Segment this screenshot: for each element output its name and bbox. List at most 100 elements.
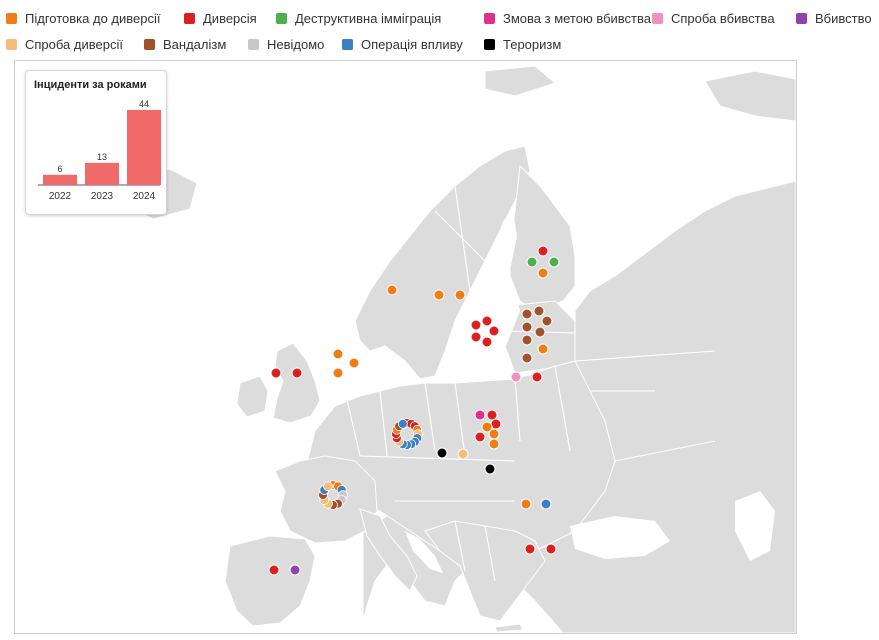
incident-markers	[268, 245, 560, 576]
legend-label: Диверсія	[203, 10, 257, 26]
legend-item[interactable]: Тероризм	[484, 34, 561, 54]
legend-label: Тероризм	[503, 36, 562, 52]
incident-marker[interactable]	[481, 336, 493, 348]
inset-bar[interactable]	[85, 162, 119, 185]
yearly-incidents-chart: Інциденти за роками 6 2022 13 2023 44 2024	[25, 70, 167, 215]
gulf-of-bothnia	[485, 211, 517, 291]
incident-marker[interactable]	[332, 367, 344, 379]
legend-label: Змова з метою вбивства	[503, 10, 652, 26]
legend-item[interactable]: Підготовка до диверсії	[6, 8, 160, 28]
incident-marker[interactable]	[531, 371, 543, 383]
legend-item[interactable]: Диверсія	[184, 8, 257, 28]
incident-marker[interactable]	[457, 448, 469, 460]
incident-marker[interactable]	[488, 438, 500, 450]
incident-marker[interactable]	[526, 256, 538, 268]
country-borders	[344, 185, 716, 582]
map-frame[interactable]: Інциденти за роками 6 2022 13 2023 44 2024	[14, 60, 797, 634]
incident-marker[interactable]	[323, 481, 333, 492]
incident-marker[interactable]	[481, 421, 493, 433]
legend-swatch	[342, 38, 353, 50]
legend-swatch	[276, 12, 287, 24]
incident-marker[interactable]	[454, 289, 466, 301]
incident-marker[interactable]	[520, 498, 532, 510]
incident-marker[interactable]	[521, 352, 533, 364]
incident-marker[interactable]	[474, 409, 486, 421]
incident-marker[interactable]	[481, 315, 493, 327]
legend-swatch	[484, 38, 495, 50]
incident-marker[interactable]	[540, 498, 552, 510]
legend-swatch	[248, 38, 259, 50]
incident-marker[interactable]	[433, 289, 445, 301]
land-italy	[359, 508, 418, 592]
legend-item[interactable]: Спроба вбивства	[652, 8, 775, 28]
land-ireland	[236, 375, 269, 418]
legend-item[interactable]: Вбивство	[796, 8, 872, 28]
incident-marker[interactable]	[289, 564, 301, 576]
incident-marker[interactable]	[521, 334, 533, 346]
land-great-britain	[272, 342, 321, 424]
legend-label: Спроба диверсії	[25, 36, 123, 52]
incident-marker[interactable]	[484, 463, 496, 475]
legend-label: Вандалізм	[163, 36, 227, 52]
incident-marker[interactable]	[537, 245, 549, 257]
incident-marker[interactable]	[541, 315, 553, 327]
incident-marker[interactable]	[537, 267, 549, 279]
legend-swatch	[6, 38, 17, 50]
inset-bar-chart: 6 2022 13 2023 44 2024	[38, 99, 161, 202]
incident-marker[interactable]	[332, 348, 344, 360]
inset-tick-label: 2022	[49, 191, 72, 202]
incident-marker[interactable]	[470, 331, 482, 343]
incident-marker[interactable]	[397, 418, 408, 429]
incident-marker[interactable]	[548, 256, 560, 268]
legend-item[interactable]: Змова з метою вбивства	[484, 8, 651, 28]
incident-marker[interactable]	[386, 284, 398, 296]
legend-label: Вбивство	[815, 10, 872, 26]
incident-marker[interactable]	[537, 343, 549, 355]
incident-marker[interactable]	[270, 367, 282, 379]
inset-bar[interactable]	[127, 110, 161, 185]
legend-item[interactable]: Вандалізм	[144, 34, 226, 54]
incident-marker[interactable]	[474, 431, 486, 443]
land-layer	[124, 65, 796, 633]
inset-bar-value: 13	[97, 152, 107, 162]
caspian-sea	[735, 491, 775, 561]
legend-item[interactable]: Невідомо	[248, 34, 324, 54]
inset-title: Інциденти за роками	[34, 79, 147, 91]
incident-marker[interactable]	[486, 409, 498, 421]
legend-label: Операція впливу	[361, 36, 463, 52]
inset-bar-value: 6	[57, 164, 62, 174]
land-novaya-zemlya	[704, 70, 796, 122]
legend-item[interactable]: Операція впливу	[342, 34, 463, 54]
legend-label: Невідомо	[267, 36, 325, 52]
legend-swatch	[484, 12, 495, 24]
legend-swatch	[796, 12, 807, 24]
legend-item[interactable]: Деструктивна імміграція	[276, 8, 441, 28]
black-sea	[570, 516, 670, 559]
legend-item[interactable]: Спроба диверсії	[6, 34, 123, 54]
incident-marker[interactable]	[488, 325, 500, 337]
incident-marker[interactable]	[291, 367, 303, 379]
incident-marker[interactable]	[534, 326, 546, 338]
inset-bar[interactable]	[43, 174, 77, 185]
legend-swatch	[184, 12, 195, 24]
adriatic-sea	[405, 531, 443, 573]
incident-marker[interactable]	[348, 357, 360, 369]
legend-swatch	[652, 12, 663, 24]
incident-marker[interactable]	[521, 308, 533, 320]
legend-label: Підготовка до диверсії	[25, 10, 161, 26]
incident-marker[interactable]	[510, 371, 522, 383]
incident-marker[interactable]	[470, 319, 482, 331]
inset-tick-label: 2023	[91, 191, 114, 202]
incident-marker[interactable]	[268, 564, 280, 576]
incident-marker[interactable]	[545, 543, 557, 555]
incident-marker[interactable]	[521, 321, 533, 333]
legend-label: Спроба вбивства	[671, 10, 775, 26]
incident-marker[interactable]	[436, 447, 448, 459]
europe-map[interactable]: Інциденти за роками 6 2022 13 2023 44 2024	[15, 61, 796, 633]
inset-bar-value: 44	[139, 99, 149, 109]
incident-marker[interactable]	[533, 305, 545, 317]
legend-swatch	[144, 38, 155, 50]
incident-marker[interactable]	[524, 543, 536, 555]
land-balkans	[424, 520, 546, 622]
land-iberia	[224, 535, 316, 627]
